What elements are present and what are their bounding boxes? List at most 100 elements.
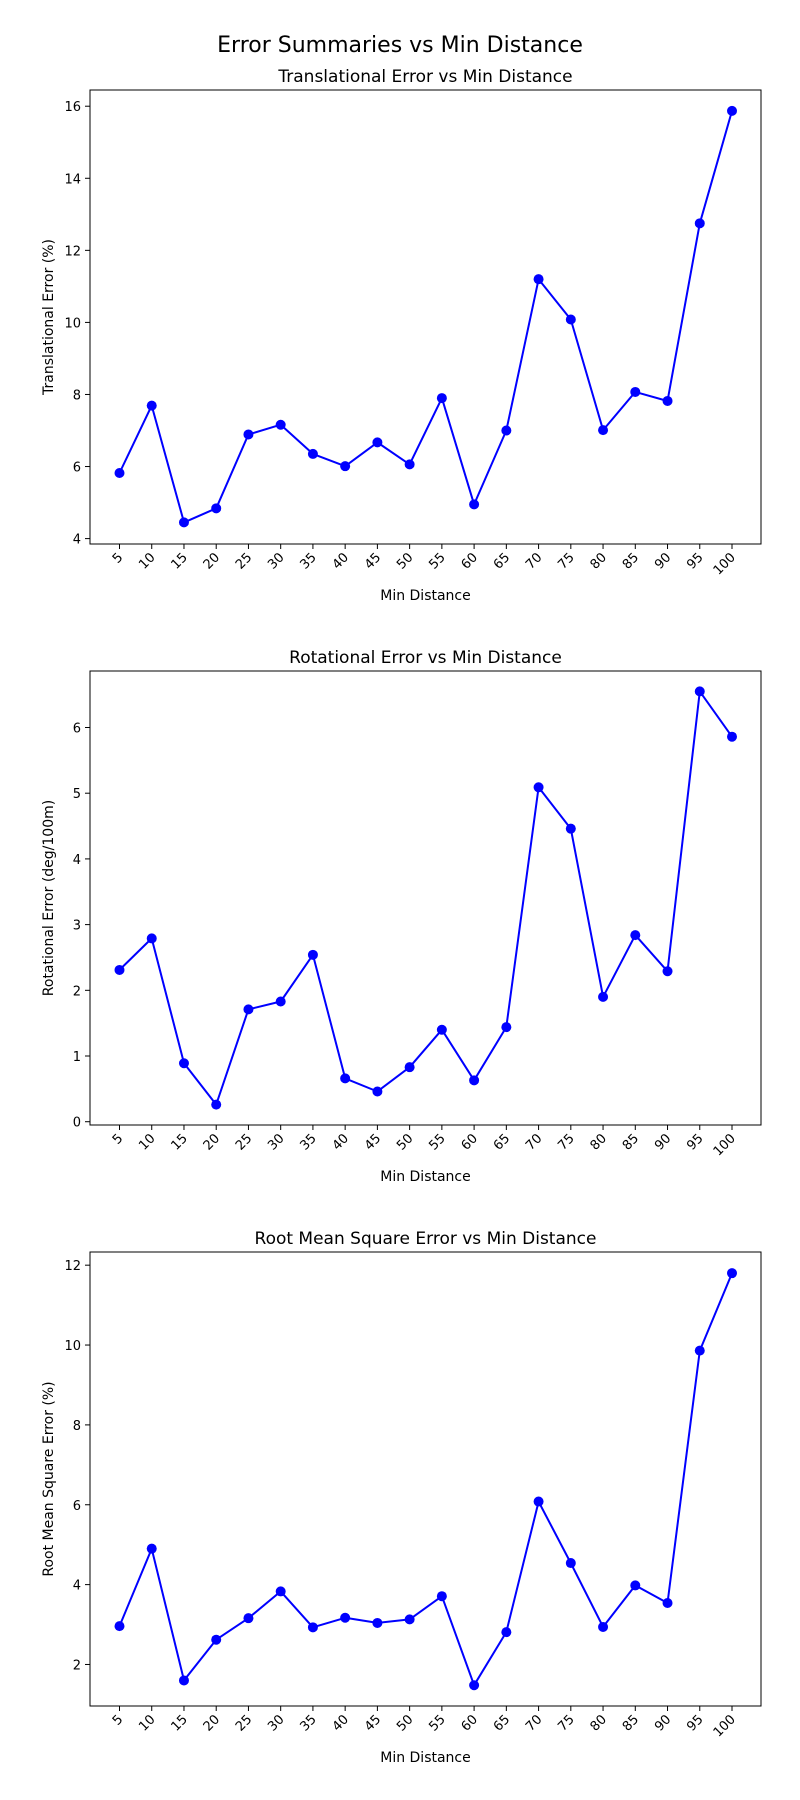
x-tick-label: 5 [110,550,126,566]
x-tick-label: 45 [362,1131,384,1153]
data-point [533,274,544,285]
y-tick-label: 10 [64,1339,81,1354]
y-tick-label: 8 [73,1419,81,1434]
data-point [114,964,125,975]
chart-title: Translational Error vs Min Distance [277,67,572,87]
x-tick-label: 65 [491,1131,513,1153]
plot-area-frame [89,1251,762,1707]
x-tick-label: 25 [233,1712,255,1734]
x-tick-label: 5 [110,1712,126,1728]
y-tick-label: 4 [73,853,81,868]
series-line [118,690,733,1106]
data-point [307,448,318,459]
data-point [501,425,512,436]
x-tick-label: 100 [711,1131,739,1159]
x-tick-label: 65 [491,1712,513,1734]
x-tick-label: 20 [201,550,223,572]
figure-title: Error Summaries vs Min Distance [217,33,583,58]
x-tick-label: 80 [588,1712,610,1734]
data-point [501,1022,512,1033]
y-axis-label: Root Mean Square Error (%) [41,1381,57,1576]
y-axis-label: Rotational Error (deg/100m) [41,800,57,996]
x-tick-label: 50 [394,1131,416,1153]
x-tick-label: 35 [297,1131,319,1153]
x-axis-label: Min Distance [380,588,471,604]
data-point [662,1597,673,1608]
data-point [501,1627,512,1638]
data-point [565,823,576,834]
x-tick-label: 45 [362,550,384,572]
series-line [118,1272,733,1687]
data-point [436,393,447,404]
x-tick-label: 40 [330,1131,352,1153]
y-tick-label: 12 [64,1259,81,1274]
data-point [372,437,383,448]
data-point [436,1024,447,1035]
data-point [211,1099,222,1110]
data-point [469,1075,480,1086]
x-tick-label: 100 [711,1712,739,1740]
data-point [146,1543,157,1554]
data-point [243,1613,254,1624]
data-point [404,1062,415,1073]
x-tick-label: 30 [265,1712,287,1734]
y-tick-label: 3 [73,919,81,934]
data-point [340,461,351,472]
data-point [243,1004,254,1015]
data-point [211,503,222,514]
x-tick-label: 35 [297,1712,319,1734]
x-tick-label: 65 [491,550,513,572]
chart-panel-3: Root Mean Square Error vs Min Distance 2 4… [41,1229,762,1766]
data-point [727,105,737,116]
data-point [146,400,157,411]
x-tick-label: 80 [588,1131,610,1153]
data-point [114,1621,125,1632]
x-tick-label: 25 [233,1131,255,1153]
data-point [727,1268,737,1279]
x-tick-label: 60 [459,1131,481,1153]
x-tick-label: 85 [620,1131,642,1153]
x-tick-label: 90 [652,1712,674,1734]
x-tick-label: 70 [523,550,545,572]
data-point [404,459,415,470]
x-tick-label: 35 [297,550,319,572]
x-tick-label: 95 [684,1712,706,1734]
x-tick-label: 40 [330,550,352,572]
x-tick-label: 55 [426,1131,448,1153]
x-tick-label: 85 [620,550,642,572]
x-tick-label: 80 [588,550,610,572]
x-tick-label: 75 [555,550,577,572]
data-point [178,1675,189,1686]
x-tick-label: 95 [684,550,706,572]
y-axis-label: Translational Error (%) [41,239,57,396]
x-tick-label: 20 [201,1712,223,1734]
x-tick-label: 30 [265,1131,287,1153]
data-point [275,1586,286,1597]
data-point [178,517,189,528]
y-tick-label: 5 [73,787,81,802]
x-tick-label: 40 [330,1712,352,1734]
x-tick-label: 50 [394,550,416,572]
x-tick-label: 75 [555,1131,577,1153]
x-tick-label: 90 [652,550,674,572]
x-tick-label: 55 [426,550,448,572]
x-tick-label: 45 [362,1712,384,1734]
x-tick-label: 5 [110,1131,126,1147]
data-point [307,949,318,960]
data-point [598,1621,609,1632]
y-tick-label: 12 [64,244,81,259]
y-tick-label: 6 [73,461,81,476]
data-point [662,395,673,406]
data-point [630,386,641,397]
data-point [662,966,673,977]
data-point [469,499,480,510]
x-tick-label: 10 [136,1712,158,1734]
data-point [469,1680,480,1691]
y-tick-label: 8 [73,388,81,403]
data-point [243,429,254,440]
data-point [694,686,705,697]
data-point [146,933,157,944]
x-tick-label: 75 [555,1712,577,1734]
data-point [436,1591,447,1602]
x-tick-label: 85 [620,1712,642,1734]
